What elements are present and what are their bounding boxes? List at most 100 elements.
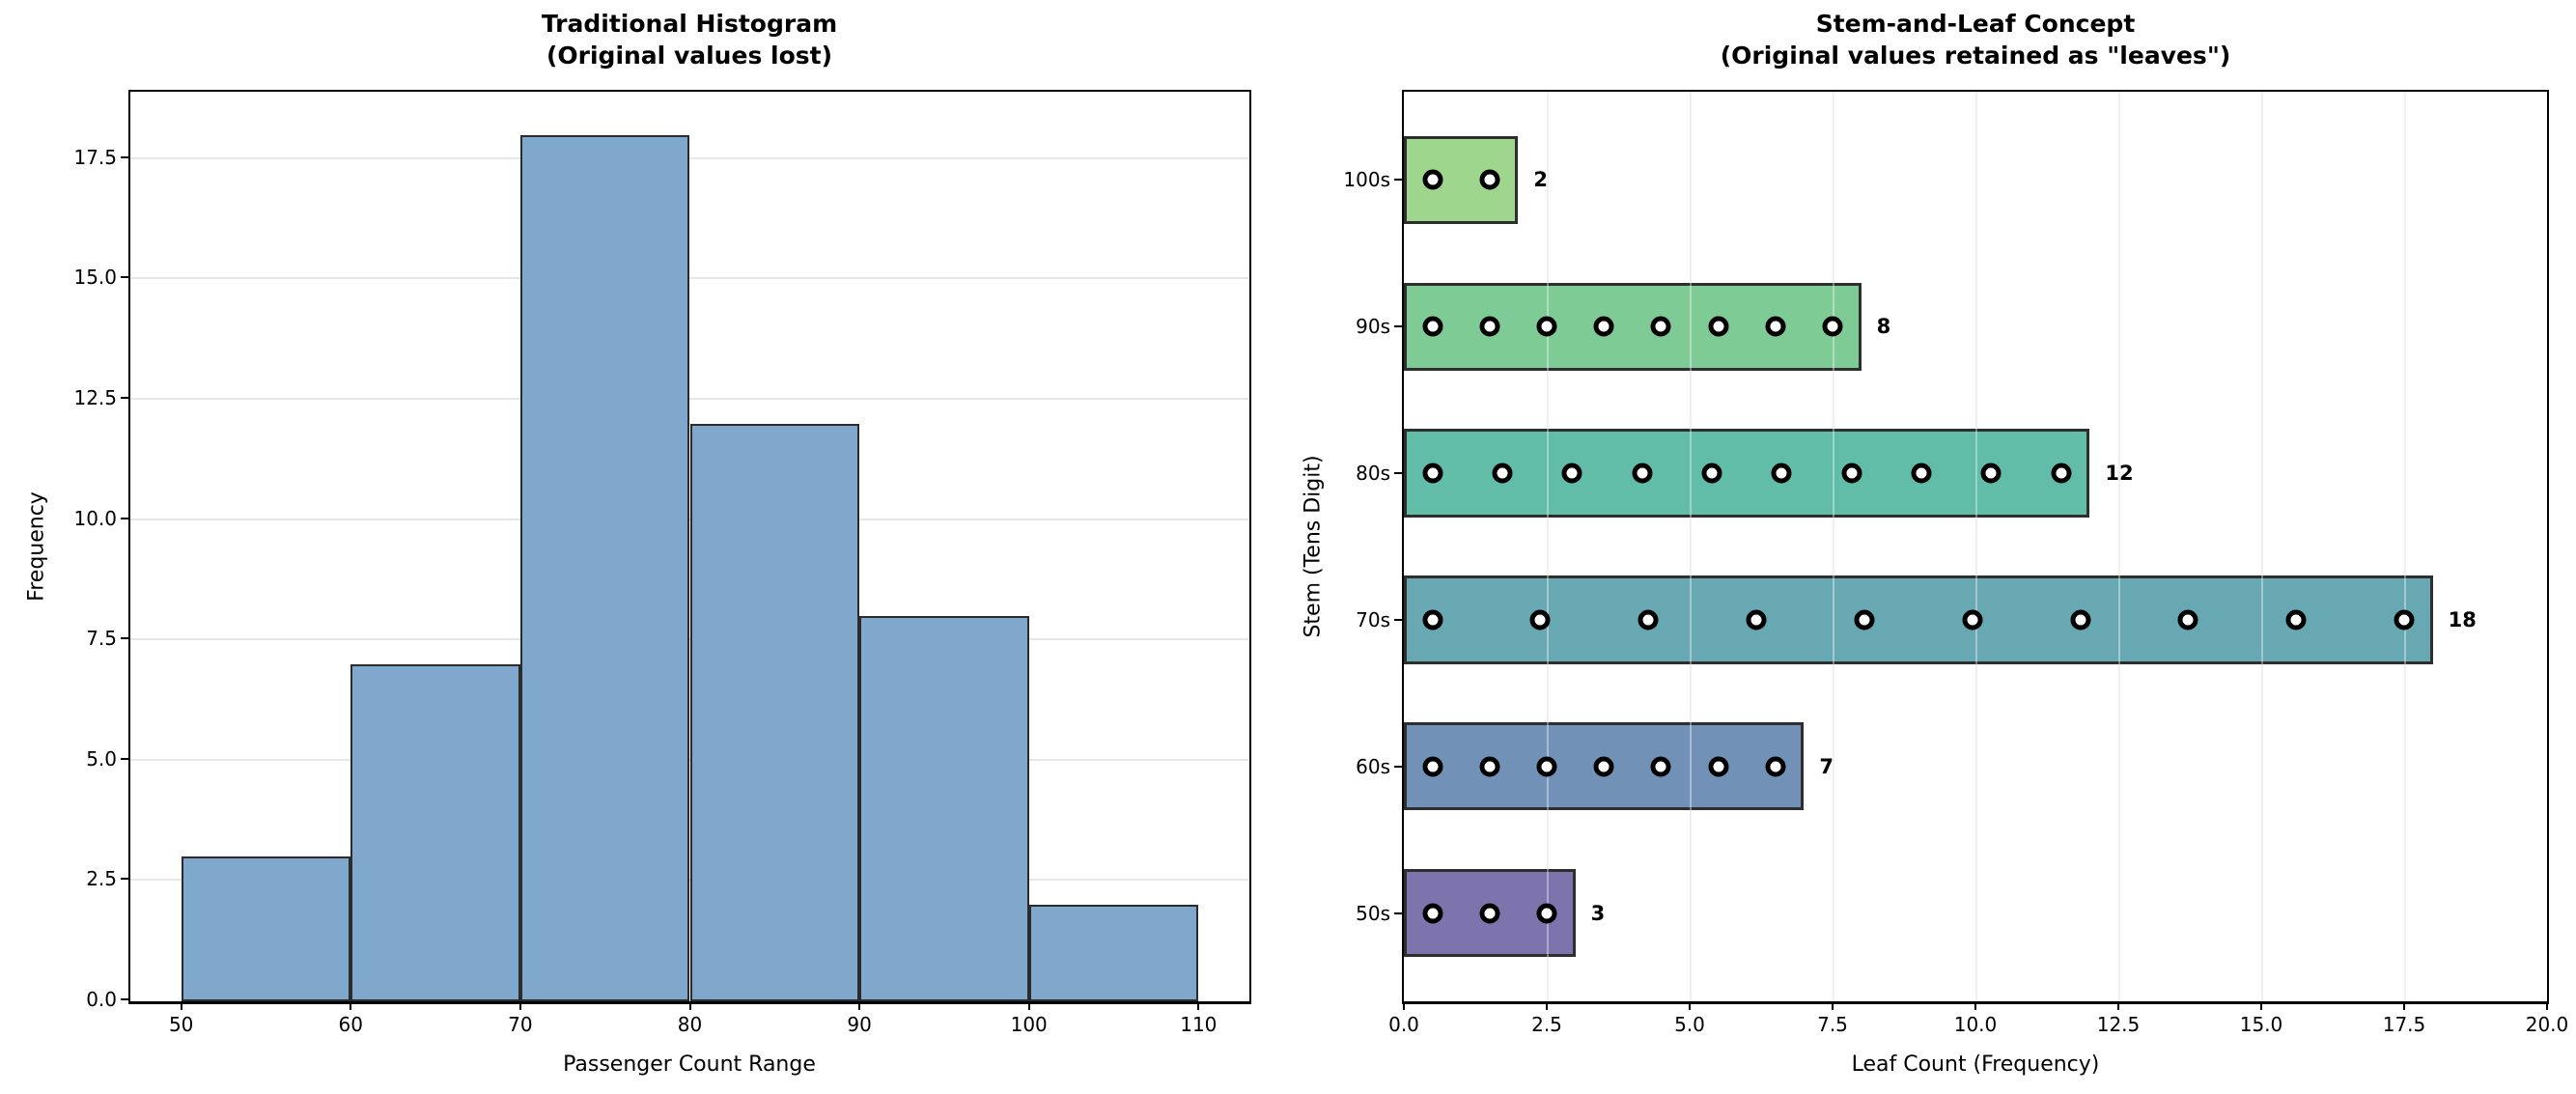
gridline bbox=[130, 397, 1249, 400]
count-label: 7 bbox=[1819, 754, 1834, 778]
x-tick-mark bbox=[350, 1002, 352, 1010]
right-y-axis-label: Stem (Tens Digit) bbox=[1301, 455, 1326, 638]
left-chart-title: Traditional Histogram (Original values l… bbox=[542, 8, 837, 71]
leaf-dot bbox=[1638, 609, 1659, 631]
x-tick-label: 110 bbox=[1180, 1013, 1218, 1036]
leaf-dot bbox=[1422, 609, 1443, 631]
gridline bbox=[1690, 92, 1692, 1001]
leaf-dot bbox=[1536, 756, 1557, 777]
leaf-dot bbox=[1529, 609, 1551, 631]
stem-tick-label: 100s bbox=[1343, 168, 1390, 192]
stem-bar bbox=[1404, 575, 2433, 664]
leaf-dot bbox=[1701, 463, 1722, 484]
stem-bar bbox=[1404, 429, 2090, 518]
y-tick-mark bbox=[1394, 618, 1402, 621]
stem-bar bbox=[1404, 135, 1519, 224]
x-tick-mark bbox=[1197, 1002, 1200, 1010]
x-tick-mark bbox=[518, 1002, 521, 1010]
gridline-overlay bbox=[1690, 92, 1692, 1001]
leaf-dot bbox=[1536, 316, 1557, 337]
gridline bbox=[2118, 92, 2120, 1001]
x-tick-mark bbox=[1832, 1002, 1834, 1010]
gridline-overlay bbox=[2118, 92, 2120, 1001]
stem-tick-label: 50s bbox=[1356, 901, 1390, 925]
gridline-overlay bbox=[2261, 92, 2263, 1001]
y-tick-mark bbox=[121, 878, 128, 881]
y-tick-label: 10.0 bbox=[73, 506, 117, 530]
x-tick-mark bbox=[2260, 1002, 2262, 1010]
x-tick-mark bbox=[1689, 1002, 1691, 1010]
leaf-dot bbox=[1536, 903, 1557, 924]
leaf-dot bbox=[1650, 756, 1671, 777]
x-tick-mark bbox=[1546, 1002, 1548, 1010]
x-tick-label: 12.5 bbox=[2096, 1013, 2141, 1036]
x-tick-label: 90 bbox=[847, 1013, 872, 1036]
x-tick-label: 10.0 bbox=[1953, 1013, 1998, 1036]
gridline-overlay bbox=[1975, 92, 1977, 1001]
leaf-dot bbox=[1854, 609, 1875, 631]
histogram-bar bbox=[519, 134, 690, 1001]
histogram-bar bbox=[859, 616, 1029, 1001]
x-tick-mark bbox=[1403, 1002, 1405, 1010]
x-tick-mark bbox=[1974, 1002, 1976, 1010]
leaf-dot bbox=[2051, 463, 2072, 484]
right-chart-title-line2: (Original values retained as "leaves") bbox=[1720, 42, 2231, 70]
count-label: 2 bbox=[1533, 168, 1549, 192]
histogram-bar bbox=[350, 664, 520, 1001]
leaf-dot bbox=[1479, 903, 1500, 924]
x-tick-label: 70 bbox=[508, 1013, 533, 1036]
gridline bbox=[1975, 92, 1977, 1001]
leaf-dot bbox=[1841, 463, 1862, 484]
leaf-dot bbox=[1650, 316, 1671, 337]
leaf-dot bbox=[1422, 756, 1443, 777]
histogram-bar bbox=[689, 423, 860, 1001]
gridline-overlay bbox=[1547, 92, 1549, 1001]
x-tick-label: 15.0 bbox=[2239, 1013, 2283, 1036]
left-chart-title-line2: (Original values lost) bbox=[546, 42, 833, 70]
y-tick-mark bbox=[121, 637, 128, 640]
y-tick-mark bbox=[121, 757, 128, 760]
stem-tick-label: 60s bbox=[1356, 754, 1390, 778]
count-label: 12 bbox=[2105, 462, 2134, 486]
leaf-dot bbox=[2070, 609, 2091, 631]
leaf-dot bbox=[1593, 756, 1614, 777]
x-tick-label: 5.0 bbox=[1674, 1013, 1705, 1036]
count-label: 8 bbox=[1876, 315, 1891, 339]
y-tick-label: 2.5 bbox=[86, 867, 117, 891]
y-tick-label: 0.0 bbox=[86, 988, 117, 1011]
leaf-dot bbox=[1632, 463, 1653, 484]
leaf-dot bbox=[2394, 609, 2415, 631]
leaf-dot bbox=[1765, 316, 1786, 337]
leaf-dot bbox=[2177, 609, 2198, 631]
x-tick-mark bbox=[858, 1002, 861, 1010]
leaf-dot bbox=[1422, 903, 1443, 924]
x-tick-label: 100 bbox=[1010, 1013, 1048, 1036]
x-tick-mark bbox=[1027, 1002, 1030, 1010]
leaf-dot bbox=[1479, 756, 1500, 777]
leaf-dot bbox=[1492, 463, 1513, 484]
leaf-dot bbox=[1980, 463, 2002, 484]
left-x-axis-label: Passenger Count Range bbox=[563, 1052, 816, 1077]
y-tick-label: 17.5 bbox=[73, 145, 117, 169]
x-tick-label: 2.5 bbox=[1531, 1013, 1562, 1036]
x-tick-mark bbox=[2546, 1002, 2548, 1010]
histogram-plot-area: 0.0 2.5 5.0 7.5 10.0 12.5 15.0 17.5 50 60 70 80 90 10… bbox=[73, 90, 1251, 1036]
x-tick-mark bbox=[180, 1002, 182, 1010]
x-tick-label: 50 bbox=[168, 1013, 194, 1036]
leaf-dot bbox=[2285, 609, 2307, 631]
gridline bbox=[1547, 92, 1549, 1001]
stem-leaf-plot-area: 0.0 2.5 5.0 7.5 10.0 12.5 15.0 17.5 20.0 100s 2 90s… bbox=[1343, 90, 2568, 1036]
right-chart-title: Stem-and-Leaf Concept (Original values r… bbox=[1721, 8, 2231, 71]
leaf-dot bbox=[1479, 316, 1500, 337]
leaf-dot bbox=[1962, 609, 1983, 631]
right-x-axis-label: Leaf Count (Frequency) bbox=[1851, 1052, 2100, 1077]
y-tick-mark bbox=[1394, 765, 1402, 768]
gridline bbox=[130, 277, 1249, 280]
leaf-dot bbox=[1422, 169, 1443, 190]
stem-tick-label: 80s bbox=[1356, 462, 1390, 486]
stem-tick-label: 90s bbox=[1356, 315, 1390, 339]
x-tick-label: 60 bbox=[338, 1013, 364, 1036]
x-tick-label: 17.5 bbox=[2382, 1013, 2426, 1036]
gridline-overlay bbox=[1833, 92, 1834, 1001]
gridline-overlay bbox=[2404, 92, 2406, 1001]
